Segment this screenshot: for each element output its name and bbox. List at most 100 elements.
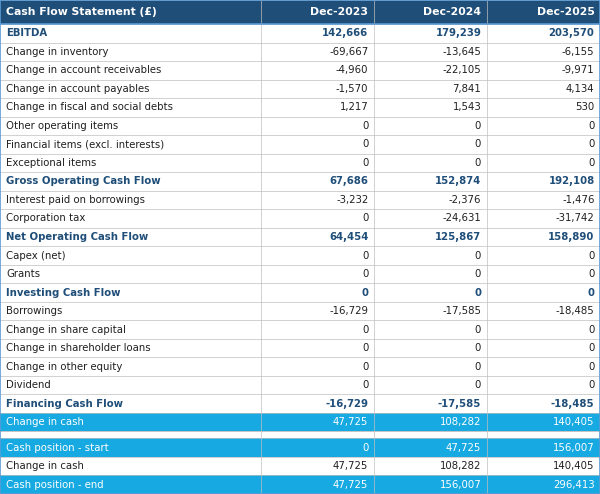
Text: 108,282: 108,282: [440, 461, 481, 471]
Text: 0: 0: [588, 325, 595, 334]
Bar: [261, 154, 374, 172]
Text: 0: 0: [362, 250, 368, 260]
Text: Other operating items: Other operating items: [7, 121, 119, 131]
Bar: [0, 61, 261, 80]
Bar: [261, 283, 374, 302]
Bar: [261, 24, 374, 42]
Bar: [0, 154, 261, 172]
Text: 1,217: 1,217: [340, 102, 368, 113]
Bar: [0, 376, 261, 394]
Bar: [0, 265, 261, 283]
Bar: [0, 191, 261, 209]
Text: Dec-2023: Dec-2023: [310, 7, 368, 17]
Text: 125,867: 125,867: [435, 232, 481, 242]
Bar: [487, 302, 600, 320]
Bar: [261, 431, 374, 439]
Bar: [374, 135, 487, 154]
Text: 47,725: 47,725: [333, 480, 368, 490]
Text: Change in fiscal and social debts: Change in fiscal and social debts: [7, 102, 173, 113]
Bar: [374, 431, 487, 439]
Text: 0: 0: [362, 380, 368, 390]
Bar: [261, 117, 374, 135]
Text: -31,742: -31,742: [556, 213, 595, 223]
Text: 0: 0: [475, 121, 481, 131]
Bar: [487, 339, 600, 357]
Bar: [374, 339, 487, 357]
Bar: [261, 191, 374, 209]
Bar: [261, 394, 374, 413]
Bar: [374, 191, 487, 209]
Text: 192,108: 192,108: [548, 176, 595, 186]
Bar: [261, 476, 374, 494]
Bar: [487, 265, 600, 283]
Bar: [261, 209, 374, 228]
Bar: [487, 98, 600, 117]
Text: 0: 0: [588, 250, 595, 260]
Bar: [0, 413, 261, 431]
Bar: [487, 172, 600, 191]
Text: Borrowings: Borrowings: [7, 306, 63, 316]
Bar: [374, 172, 487, 191]
Text: -22,105: -22,105: [442, 65, 481, 76]
Bar: [261, 61, 374, 80]
Text: -6,155: -6,155: [562, 47, 595, 57]
Text: 108,282: 108,282: [440, 417, 481, 427]
Bar: [261, 98, 374, 117]
Text: Net Operating Cash Flow: Net Operating Cash Flow: [7, 232, 149, 242]
Text: 0: 0: [362, 139, 368, 149]
Text: 0: 0: [362, 343, 368, 353]
Text: 530: 530: [575, 102, 595, 113]
Bar: [0, 0, 261, 24]
Bar: [0, 457, 261, 476]
Text: 140,405: 140,405: [553, 417, 595, 427]
Text: Change in share capital: Change in share capital: [7, 325, 127, 334]
Bar: [374, 283, 487, 302]
Bar: [374, 413, 487, 431]
Text: -9,971: -9,971: [562, 65, 595, 76]
Text: -1,476: -1,476: [562, 195, 595, 205]
Bar: [0, 476, 261, 494]
Bar: [487, 357, 600, 376]
Bar: [487, 247, 600, 265]
Bar: [0, 302, 261, 320]
Bar: [261, 357, 374, 376]
Text: 0: 0: [475, 362, 481, 371]
Bar: [374, 228, 487, 247]
Text: -17,585: -17,585: [442, 306, 481, 316]
Text: 0: 0: [475, 250, 481, 260]
Bar: [0, 228, 261, 247]
Text: Financial items (excl. interests): Financial items (excl. interests): [7, 139, 165, 149]
Bar: [374, 24, 487, 42]
Text: -16,729: -16,729: [329, 306, 368, 316]
Text: EBITDA: EBITDA: [7, 28, 48, 39]
Bar: [374, 209, 487, 228]
Text: Cash Flow Statement (£): Cash Flow Statement (£): [7, 7, 157, 17]
Text: 47,725: 47,725: [446, 443, 481, 453]
Text: -1,570: -1,570: [336, 84, 368, 94]
Bar: [0, 247, 261, 265]
Bar: [374, 80, 487, 98]
Bar: [261, 439, 374, 457]
Text: -17,585: -17,585: [438, 399, 481, 409]
Bar: [0, 117, 261, 135]
Text: Change in other equity: Change in other equity: [7, 362, 123, 371]
Bar: [0, 135, 261, 154]
Text: 0: 0: [475, 269, 481, 279]
Bar: [261, 413, 374, 431]
Bar: [261, 320, 374, 339]
Bar: [487, 24, 600, 42]
Text: Financing Cash Flow: Financing Cash Flow: [7, 399, 124, 409]
Bar: [374, 98, 487, 117]
Text: 0: 0: [588, 343, 595, 353]
Bar: [487, 283, 600, 302]
Bar: [487, 476, 600, 494]
Text: -24,631: -24,631: [442, 213, 481, 223]
Text: 0: 0: [588, 121, 595, 131]
Text: Dec-2024: Dec-2024: [423, 7, 481, 17]
Text: 7,841: 7,841: [452, 84, 481, 94]
Text: 0: 0: [362, 362, 368, 371]
Text: 1,543: 1,543: [452, 102, 481, 113]
Text: -13,645: -13,645: [442, 47, 481, 57]
Text: Dec-2025: Dec-2025: [537, 7, 595, 17]
Text: 0: 0: [475, 380, 481, 390]
